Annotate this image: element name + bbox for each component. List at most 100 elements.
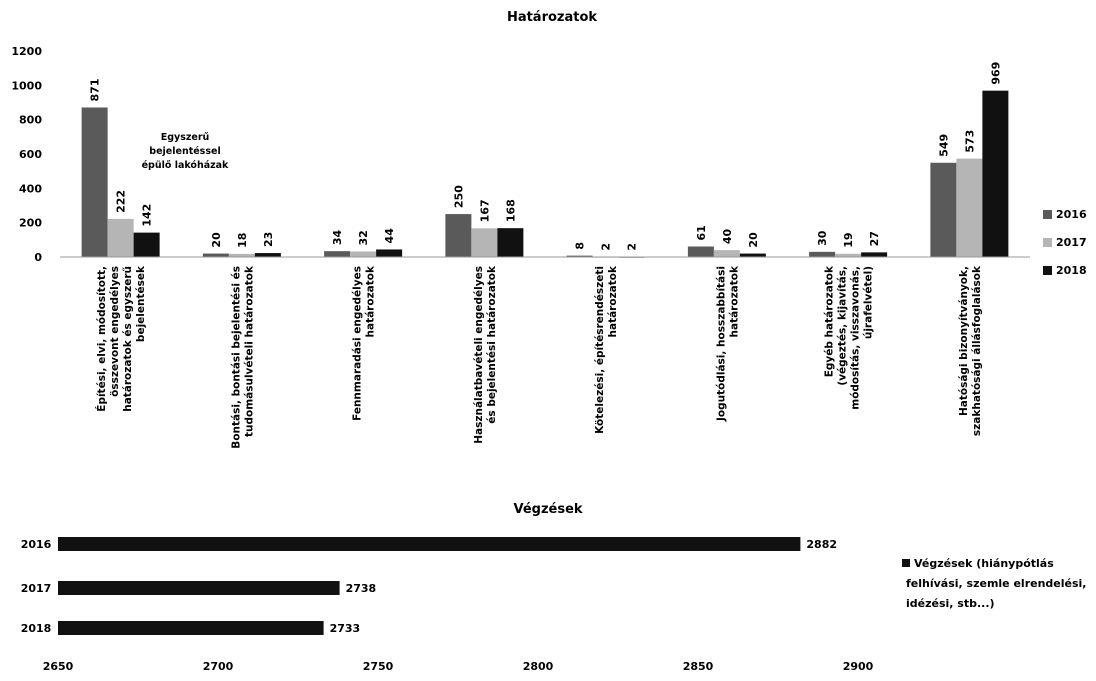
data-label-2017: 2	[600, 243, 613, 251]
data-label-vegzesek: 2738	[346, 582, 377, 595]
y-category-label: 2017	[21, 582, 52, 595]
legend-swatch-2016	[1043, 210, 1052, 219]
legend-label-line: Végzések (hiánypótlás	[914, 557, 1054, 570]
bar-2018	[739, 253, 766, 257]
bar-2018	[133, 232, 160, 257]
legend-label-2018: 2018	[1056, 264, 1087, 277]
x-tick-label: 2700	[203, 660, 234, 673]
data-label-2016: 250	[452, 185, 465, 208]
x-tick-label: 2650	[43, 660, 74, 673]
category-label-line: és bejelentési határozatok	[486, 265, 498, 424]
data-label-2018: 2	[626, 243, 639, 251]
category-label-line: Jogutódlási, hosszabbítási	[715, 266, 727, 422]
annotation-egyszeru-bejelentes: Egyszerű bejelentéssel épülő lakóházak	[142, 132, 229, 171]
bar-data-labels: 871 222 142 20 18 23 34 32 44 250 167 168 8 2 2 61 40 20 3…	[89, 62, 1003, 251]
bar-2018	[861, 252, 888, 257]
data-label-2017: 18	[236, 233, 249, 248]
bar-2016	[202, 253, 229, 257]
bar-2016	[930, 162, 957, 257]
data-label-2016: 34	[331, 230, 344, 246]
chart-title-vegzesek: Végzések	[513, 502, 582, 517]
category-label-line: Fennmaradási engedélyes	[352, 266, 364, 421]
bar-2018	[497, 228, 524, 257]
category-label-line: szakhatósági állásfoglalások	[971, 265, 983, 436]
legend-swatch-2018	[1043, 266, 1052, 275]
data-label-2018: 969	[989, 62, 1002, 85]
bar-2017	[713, 250, 740, 257]
category-label-line: újrafelvétel)	[863, 266, 875, 339]
data-label-2017: 32	[357, 230, 370, 245]
y-category-label: 2018	[21, 622, 52, 635]
bar-2016	[324, 251, 351, 257]
y-tick-label: 0	[34, 251, 42, 264]
legend-label-line: idézési, stb...)	[906, 597, 995, 610]
category-label-line: Bontási, bontási bejelentési és	[230, 266, 242, 449]
category-label-line: Kötelezési, építésrendészeti	[594, 266, 606, 434]
bar-2017	[228, 253, 255, 257]
legend-swatch-2017	[1043, 238, 1052, 247]
data-label-2018: 23	[262, 232, 275, 247]
data-label-2017: 167	[478, 199, 491, 222]
bar-2018	[982, 90, 1009, 257]
y-tick-label: 1000	[11, 79, 42, 92]
legend-label-2016: 2016	[1056, 208, 1087, 221]
legend-label-line: felhívási, szemle elrendelési,	[906, 577, 1086, 590]
y-axis-years: 2016 2017 2018	[21, 538, 52, 635]
horizontal-bars	[58, 537, 801, 635]
data-label-2016: 30	[816, 230, 829, 246]
data-label-2016: 871	[89, 79, 102, 102]
data-label-2017: 19	[842, 232, 855, 247]
data-label-vegzesek: 2733	[330, 622, 361, 635]
category-label-line: módosítás, visszavonás,	[850, 266, 862, 410]
category-label-line: határozatok	[607, 265, 619, 337]
bar-2017	[956, 158, 983, 257]
bar-vegzesek-2017	[58, 581, 340, 595]
y-tick-label: 600	[19, 148, 42, 161]
x-tick-label: 2800	[523, 660, 554, 673]
data-label-2016: 549	[937, 134, 950, 157]
bar-2016	[445, 214, 472, 257]
category-label-line: Hatósági bizonyítványok,	[958, 266, 970, 416]
y-tick-label: 1200	[11, 45, 42, 58]
category-label-line: Építési, elvi, módosított,	[95, 266, 108, 412]
data-label-2018: 142	[141, 204, 154, 227]
category-label-line: bejelentések	[135, 265, 147, 342]
bar-2017	[835, 253, 862, 257]
bar-vegzesek-2016	[58, 537, 801, 551]
y-axis-ticks: 0 200 400 600 800 1000 1200	[11, 45, 42, 264]
data-label-2017: 40	[721, 228, 734, 244]
data-label-2017: 573	[963, 130, 976, 153]
chart-title-hatarozatok: Határozatok	[507, 10, 597, 25]
category-label-line: Egyéb határozatok	[824, 265, 836, 377]
bar-2016	[81, 107, 108, 257]
x-tick-label: 2850	[683, 660, 714, 673]
bar-2018	[254, 253, 281, 257]
bar-2016	[687, 246, 714, 257]
data-label-2018: 27	[868, 231, 881, 246]
legend-swatch-vegzesek	[902, 559, 910, 567]
legend-vegzesek: Végzések (hiánypótlás felhívási, szemle e…	[902, 557, 1086, 610]
data-label-vegzesek: 2882	[806, 538, 837, 551]
category-label-line: (végeztés, kijavítás,	[837, 266, 849, 386]
annotation-line: épülő lakóházak	[142, 160, 229, 171]
category-label-line: tudomásulvételi határozatok	[243, 265, 255, 437]
category-label-line: határozatok és egyszerű	[122, 266, 134, 412]
bar-2016	[566, 255, 593, 257]
data-label-2017: 222	[115, 190, 128, 213]
x-axis-ticks: 2650 2700 2750 2800 2850 2900	[43, 660, 874, 673]
bar-2018	[376, 249, 403, 257]
legend-label-2017: 2017	[1056, 236, 1087, 249]
data-label-2018: 168	[504, 199, 517, 222]
y-tick-label: 200	[19, 217, 42, 230]
x-tick-label: 2900	[843, 660, 874, 673]
x-tick-label: 2750	[363, 660, 394, 673]
horizontal-bar-labels: 2882 2738 2733	[330, 538, 837, 635]
bar-2017	[107, 218, 134, 257]
bar-2017	[350, 251, 377, 257]
category-label-line: Használatbavételi engedélyes	[473, 266, 485, 444]
bar-2017	[471, 228, 498, 257]
data-label-2018: 20	[747, 232, 760, 248]
bar-series-group	[81, 90, 1009, 258]
bar-2016	[809, 251, 836, 257]
